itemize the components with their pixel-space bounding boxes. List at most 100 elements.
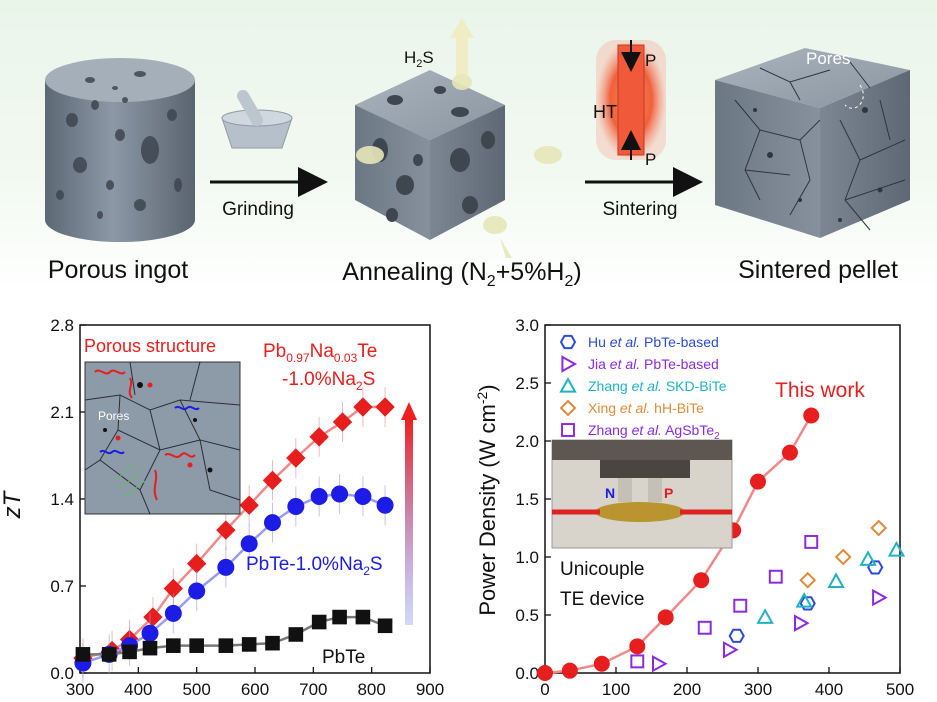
zt-point — [101, 647, 117, 662]
mortar-pestle-icon — [221, 89, 293, 149]
stage-annealing-label: Annealing (N2+5%H2) — [342, 258, 581, 290]
pd-legend-marker — [559, 334, 577, 350]
zt-point — [287, 497, 305, 515]
series-red-label-line1: Pb0.97Na0.03Te — [263, 341, 377, 365]
step-sintering-label: Sintering — [603, 199, 678, 220]
pd-legend-label: Zhang et al. SKD-BiTe — [588, 378, 727, 394]
series-red-label-line2: -1.0%Na2S — [282, 369, 375, 393]
zt-point — [262, 470, 283, 491]
zt-point — [217, 558, 235, 576]
pd-x-tick-label: 0 — [540, 680, 549, 699]
zt-point — [188, 582, 206, 600]
this-work-label: This work — [775, 379, 865, 402]
pd-legend-label: Hu et al. PbTe-based — [588, 334, 719, 350]
power-density-chart: 0 100 200 300 400 500 0.0 0.5 1.0 1.5 2.0 2.5 3.0 Po… — [474, 316, 914, 699]
stage-porous-ingot-label: Porous ingot — [48, 256, 188, 284]
step-grinding-label: Grinding — [222, 199, 294, 220]
zt-point — [332, 609, 347, 625]
porous-structure-inset: Pores — [84, 361, 241, 515]
pd-literature-point — [795, 592, 813, 608]
series-black-label: PbTe — [322, 647, 365, 668]
pd-literature-point — [630, 654, 645, 669]
device-n-label: N — [605, 485, 615, 501]
unicouple-device-photo: N P — [551, 439, 733, 549]
pd-literature-point — [827, 572, 845, 588]
zt-y-tick-label: 2.1 — [50, 403, 74, 422]
pd-literature-point — [697, 620, 712, 635]
zt-point — [331, 485, 349, 503]
zt-point — [332, 412, 353, 432]
inset-pores-label: Pores — [98, 409, 129, 423]
stage-sintered-label: Sintered pellet — [738, 256, 898, 284]
zt-y-tick-label: 0.0 — [50, 664, 74, 683]
zt-point — [354, 488, 372, 506]
zt-point — [75, 647, 91, 662]
pd-literature-point — [859, 550, 877, 566]
pd-this-work-line — [544, 414, 813, 675]
pressure-top-label: P — [645, 51, 656, 70]
pd-x-tick-label: 500 — [886, 680, 914, 699]
pd-literature-point — [728, 628, 745, 643]
pd-literature-point — [867, 560, 884, 575]
pd-legend-marker — [561, 423, 575, 437]
zt-x-tick-label: 400 — [124, 680, 152, 699]
zt-point — [375, 397, 395, 417]
pd-y-tick-label: 1.0 — [515, 548, 539, 567]
zt-x-tick-label: 700 — [299, 680, 327, 699]
pd-this-work-point — [693, 572, 710, 589]
pores-label: Pores — [806, 49, 850, 68]
device-caption-line2: TE device — [560, 589, 644, 610]
zt-point — [376, 496, 394, 514]
pd-literature-point — [834, 548, 852, 566]
zt-x-tick-label: 300 — [66, 680, 94, 699]
pd-literature-point — [794, 614, 810, 632]
pd-literature-point — [723, 641, 739, 659]
pd-x-tick-label: 100 — [602, 680, 630, 699]
pd-x-tick-label: 200 — [673, 680, 701, 699]
pd-literature-point — [804, 534, 819, 549]
porous-ingot-illustration — [45, 58, 195, 242]
pd-x-tick-label: 300 — [744, 680, 772, 699]
pd-literature-point — [870, 519, 888, 537]
zt-point — [309, 427, 329, 447]
zt-y-tick-label: 0.7 — [50, 577, 74, 596]
pd-y-axis-label: Power Density (W cm-2) — [474, 384, 500, 615]
ht-label: HT — [593, 102, 617, 122]
device-p-label: P — [664, 485, 673, 501]
pd-this-work-point — [781, 444, 798, 461]
pd-y-tick-label: 0.5 — [515, 606, 539, 625]
pd-literature-point — [872, 588, 888, 607]
sintered-pellet-illustration — [715, 48, 910, 238]
pd-legend-label: Xing et al. hH-BiTe — [588, 400, 704, 416]
pd-legend-label: Zhang et al. AgSbTe2 — [588, 422, 720, 442]
zt-point — [164, 604, 182, 622]
zt-y-tick-label: 1.4 — [50, 490, 74, 509]
zt-point — [218, 638, 234, 653]
porous-structure-title: Porous structure — [84, 336, 216, 356]
pd-literature-point — [799, 596, 816, 611]
zt-point — [355, 609, 371, 625]
zt-x-tick-label: 900 — [416, 680, 444, 699]
zt-point — [216, 520, 236, 540]
pd-literature-point — [756, 608, 774, 624]
zt-point — [377, 618, 393, 634]
zt-point — [142, 640, 158, 656]
zt-point — [310, 488, 328, 506]
zt-point — [288, 627, 304, 642]
pd-this-work-point — [561, 662, 578, 679]
pressure-bottom-label: P — [645, 150, 656, 169]
pd-this-work-point — [629, 638, 646, 655]
pd-y-tick-label: 2.0 — [515, 432, 539, 451]
zt-point — [166, 638, 181, 653]
pd-legend-label: Jia et al. PbTe-based — [588, 356, 719, 372]
zt-point — [241, 637, 257, 652]
pd-y-tick-label: 1.5 — [515, 490, 539, 509]
pd-this-work-point — [537, 665, 553, 681]
pd-legend-marker — [559, 376, 577, 393]
pd-literature-point — [768, 569, 783, 584]
zt-point — [141, 624, 159, 642]
pd-y-tick-label: 0.0 — [515, 664, 539, 683]
zt-x-tick-label: 800 — [357, 680, 385, 699]
